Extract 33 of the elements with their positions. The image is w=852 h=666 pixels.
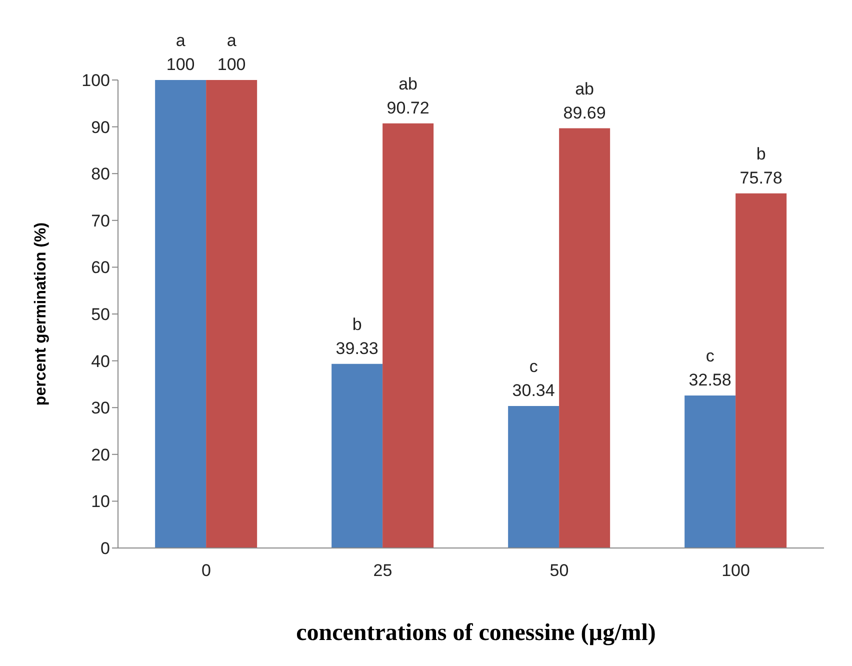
bar: [155, 80, 206, 548]
bar: [206, 80, 258, 548]
data-label: ab 89.69: [563, 79, 606, 122]
y-tick-label: 50: [91, 305, 110, 324]
y-tick-label: 40: [91, 352, 110, 371]
data-label: a 100: [166, 31, 195, 74]
data-label: c 30.34: [512, 357, 555, 400]
y-tick-label: 10: [91, 492, 110, 512]
y-axis-title: percent germination (%): [32, 222, 50, 406]
bar: [508, 406, 560, 548]
y-tick-label: 0: [100, 539, 110, 558]
y-tick-label: 100: [82, 71, 110, 90]
data-label: ab 90.72: [386, 74, 430, 118]
y-tick-label: 60: [91, 258, 110, 278]
data-label: a 100: [217, 31, 246, 74]
x-tick-label: 0: [202, 561, 211, 580]
x-tick-label: 100: [722, 561, 750, 580]
x-tick-label: 50: [550, 561, 569, 580]
y-tick-label: 90: [91, 118, 110, 137]
y-tick-label: 30: [91, 398, 110, 418]
data-label: c 32.58: [688, 346, 732, 390]
data-label: b 75.78: [740, 144, 782, 188]
y-tick-label: 70: [91, 211, 110, 230]
bar: [559, 128, 610, 548]
y-tick-label: 80: [91, 164, 110, 184]
y-tick-label: 20: [91, 445, 110, 464]
bar: [382, 123, 434, 548]
bar: [332, 364, 383, 548]
x-axis-title: concentrations of conessine (µg/ml): [295, 620, 657, 647]
bar: [684, 396, 736, 548]
data-label: b 39.33: [336, 314, 378, 358]
bar: [736, 193, 787, 548]
x-tick-label: 25: [373, 561, 392, 580]
